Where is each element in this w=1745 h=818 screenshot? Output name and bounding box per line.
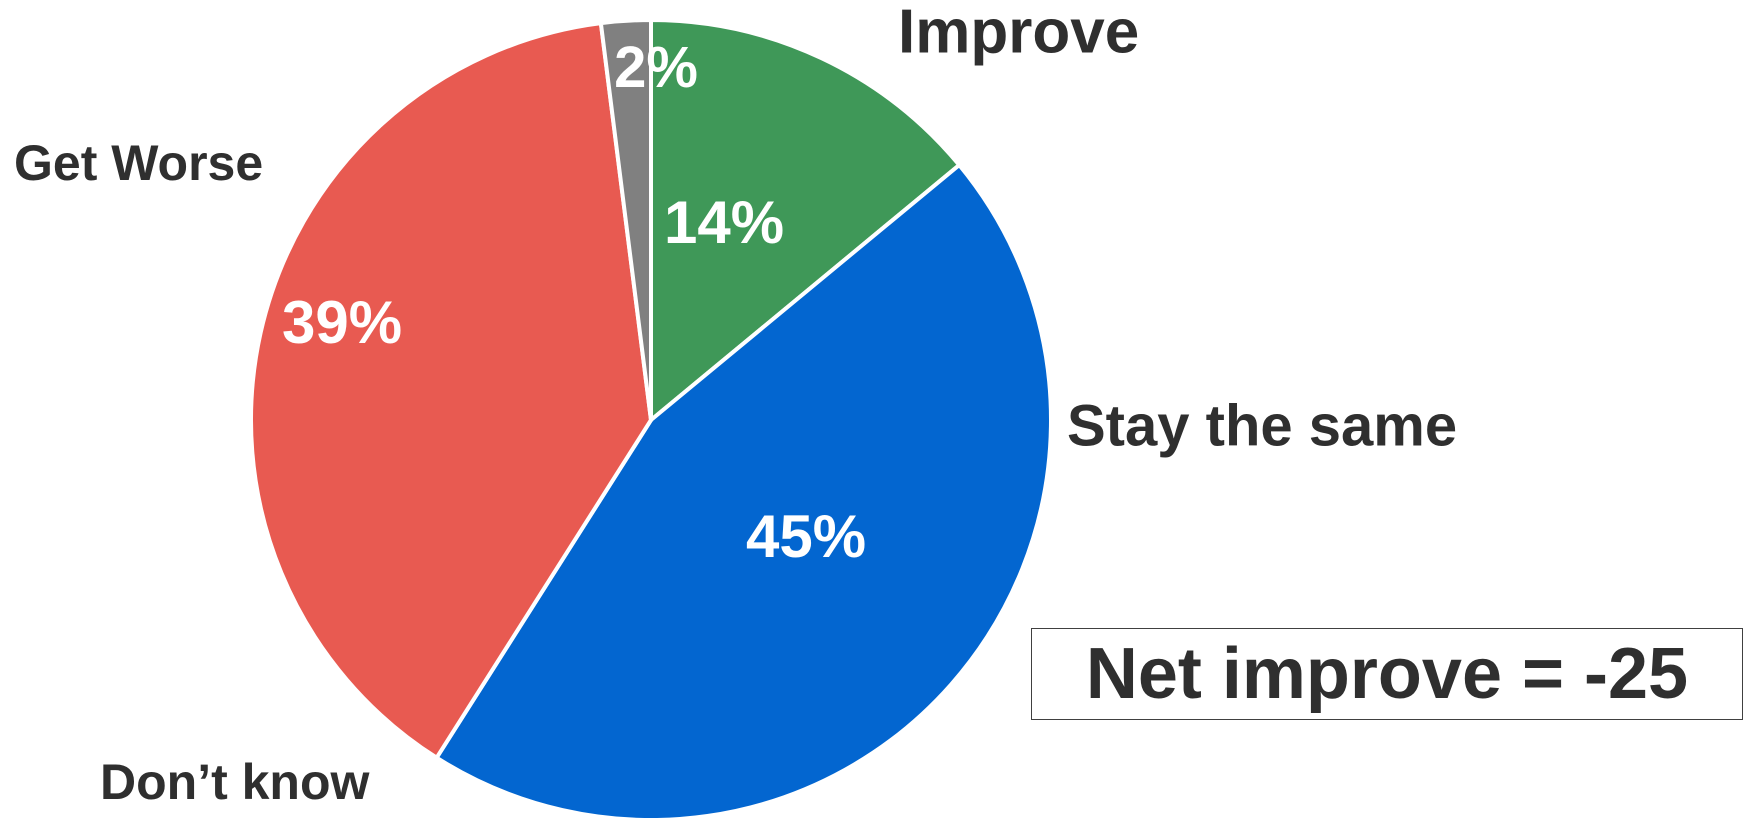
pie-slice-stay-the-same — [434, 163, 1053, 818]
pie-slices — [249, 18, 1053, 818]
pie-category-labels: Improve Stay the same Get Worse Don’t know — [14, 0, 1457, 810]
net-improve-box: Net improve = -25 — [1031, 628, 1743, 720]
category-label-get-worse: Get Worse — [14, 135, 263, 191]
pie-value-labels: 14% 45% 39% 2% — [282, 35, 866, 570]
category-label-dont-know: Don’t know — [100, 754, 370, 810]
pie-slice-dont-know — [598, 18, 653, 422]
pie-slice-get-worse — [249, 21, 653, 760]
pie-slice-improve — [649, 18, 962, 422]
category-label-improve: Improve — [898, 0, 1139, 66]
value-label-dont-know: 2% — [614, 35, 698, 100]
value-label-get-worse: 39% — [282, 289, 402, 356]
value-label-stay-the-same: 45% — [746, 503, 866, 570]
net-improve-text: Net improve = -25 — [1085, 634, 1689, 714]
value-label-improve: 14% — [664, 189, 784, 256]
category-label-stay-the-same: Stay the same — [1067, 393, 1457, 458]
